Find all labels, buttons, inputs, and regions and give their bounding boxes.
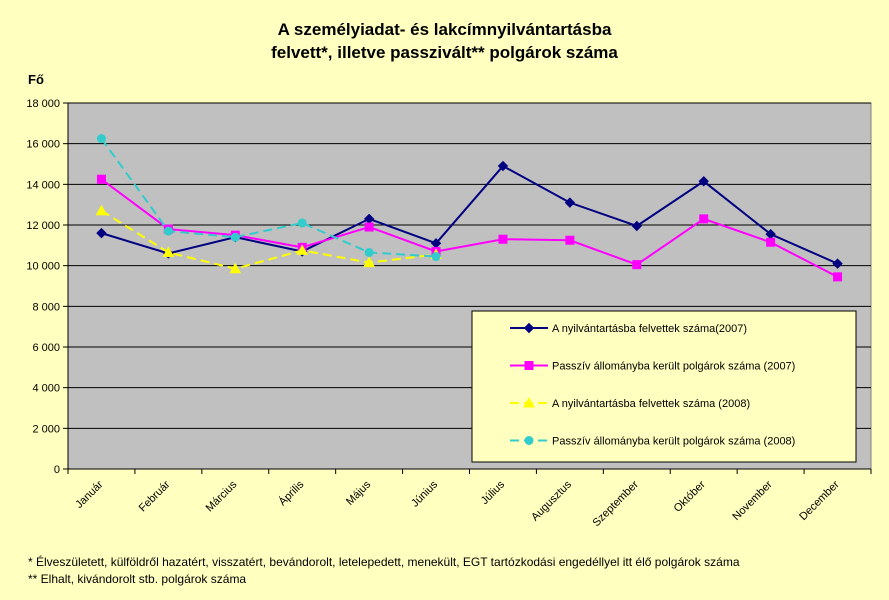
- x-tick-label: Június: [409, 478, 440, 509]
- data-point: [163, 226, 173, 236]
- data-point: [230, 232, 240, 242]
- legend-label: A nyilvántartásba felvettek száma (2008): [552, 398, 750, 410]
- data-point: [96, 174, 106, 184]
- y-tick-label: 2 000: [32, 423, 60, 435]
- data-point: [364, 222, 374, 232]
- x-tick-label: Május: [344, 478, 374, 508]
- chart-title-line1: A személyiadat- és lakcímnyilvántartásba: [277, 20, 612, 39]
- series-line: [100, 137, 437, 258]
- x-tick-label: November: [730, 478, 775, 523]
- footnote-2: ** Elhalt, kivándorolt stb. polgárok szá…: [28, 572, 247, 586]
- y-axis-title: Fő: [28, 72, 44, 87]
- legend-label: Passzív állományba került polgárok száma…: [552, 361, 795, 373]
- y-tick-label: 6 000: [32, 342, 60, 354]
- y-tick-label: 14 000: [26, 179, 60, 191]
- data-point: [431, 252, 441, 262]
- chart-title: A személyiadat- és lakcímnyilvántartásba…: [0, 18, 889, 64]
- data-point: [296, 244, 309, 255]
- data-point: [698, 176, 709, 187]
- data-point: [833, 272, 843, 282]
- legend-marker: [523, 396, 535, 408]
- data-point: [364, 247, 374, 257]
- x-tick-label: Szeptember: [590, 478, 641, 529]
- gridlines: [68, 102, 871, 429]
- series-line: [101, 164, 838, 265]
- y-tick-label: 16 000: [26, 139, 60, 151]
- series-line: [100, 178, 839, 278]
- legend-marker: [524, 361, 534, 370]
- x-tick-label: Április: [276, 478, 307, 509]
- y-tick-label: 12 000: [26, 220, 60, 232]
- data-point: [564, 197, 576, 208]
- data-point: [832, 258, 843, 269]
- y-tick-label: 8 000: [32, 301, 60, 313]
- chart-title-line2: felvett*, illetve passzivált** polgárok …: [271, 43, 618, 62]
- legend-marker: [523, 322, 535, 334]
- data-point: [229, 262, 242, 274]
- x-tick-label: Július: [479, 478, 508, 507]
- data-point: [96, 227, 107, 239]
- series-4: [96, 134, 441, 262]
- data-point: [498, 234, 508, 244]
- series-lines: [95, 134, 843, 282]
- data-point: [96, 134, 106, 144]
- data-point: [631, 220, 642, 232]
- x-tick-label: December: [797, 478, 842, 523]
- x-tick-label: Augusztus: [529, 478, 574, 523]
- x-tick-label: Január: [73, 478, 106, 511]
- x-tick-label: Október: [672, 478, 708, 514]
- data-point: [497, 160, 509, 172]
- y-tick-label: 4 000: [32, 383, 60, 395]
- x-tick-label: Március: [204, 478, 240, 514]
- data-point: [565, 235, 575, 245]
- legend-label: A nyilvántartásba felvettek száma(2007): [552, 323, 747, 335]
- data-point: [95, 204, 108, 216]
- legend-marker: [524, 436, 534, 445]
- x-tick-label: Február: [137, 478, 173, 514]
- footnote-1: * Élveszületett, külföldről hazatért, vi…: [28, 555, 740, 569]
- y-tick-label: 0: [54, 464, 60, 476]
- series-line: [100, 209, 437, 270]
- legend-label: Passzív állományba került polgárok száma…: [552, 436, 795, 448]
- legend: A nyilvántartásba felvettek száma(2007) P…: [471, 310, 857, 463]
- y-tick-label: 18 000: [26, 98, 60, 110]
- data-point: [766, 237, 776, 247]
- legend-box: [471, 310, 857, 463]
- series-3: [95, 204, 442, 274]
- data-point: [699, 214, 709, 224]
- data-point: [363, 256, 375, 268]
- data-point: [162, 246, 175, 257]
- data-point: [632, 260, 642, 270]
- data-point: [297, 218, 307, 228]
- y-tick-label: 10 000: [26, 261, 60, 273]
